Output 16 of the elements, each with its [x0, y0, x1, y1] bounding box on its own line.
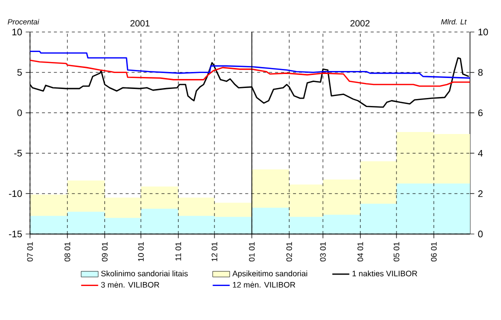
y-tick-label: -5: [14, 150, 22, 157]
y2-tick-label: 8: [478, 69, 483, 76]
line-series: [30, 60, 470, 87]
line-series: [30, 50, 470, 79]
y-tick-label: 5: [17, 69, 22, 76]
y2-tick-label: 10: [478, 28, 488, 36]
y2-tick-label: 6: [478, 109, 483, 116]
y-tick-label: 0: [17, 109, 22, 116]
y-tick-label: -10: [8, 190, 22, 197]
text: 2001: [130, 20, 150, 26]
y-tick-label: 10: [12, 28, 22, 36]
y2-tick-label: 0: [478, 230, 483, 238]
y2-tick-label: 4: [478, 150, 483, 156]
y-tick-label: -15: [8, 230, 22, 238]
y2-tick-label: 2: [478, 190, 483, 197]
text: 2002: [350, 20, 370, 26]
